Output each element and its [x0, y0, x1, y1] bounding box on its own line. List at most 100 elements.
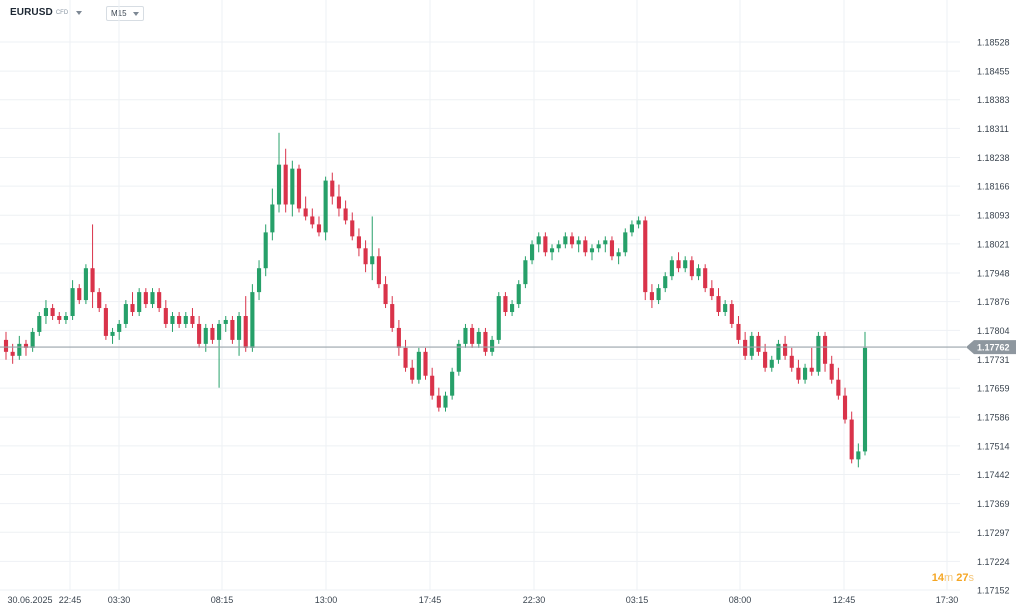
candle — [310, 208, 315, 229]
candle — [197, 316, 202, 348]
candle — [576, 236, 581, 253]
price-tick-label: 1.17731 — [977, 355, 1010, 365]
candle — [516, 280, 521, 309]
price-tick-label: 1.17369 — [977, 499, 1010, 509]
candle — [290, 160, 295, 217]
candle-body — [83, 268, 88, 301]
candle-body — [703, 268, 708, 289]
time-tick-label: 12:45 — [833, 595, 856, 605]
candle-body — [90, 268, 95, 293]
price-tick-label: 1.18383 — [977, 95, 1010, 105]
candle — [736, 316, 741, 344]
candle — [456, 339, 461, 376]
candle-body — [836, 379, 841, 396]
candle — [490, 335, 495, 356]
candle-body — [290, 168, 295, 205]
candle — [862, 331, 868, 456]
candle — [296, 164, 302, 213]
countdown-seconds: 27 — [956, 572, 969, 584]
candle-body — [656, 288, 661, 301]
symbol-selector[interactable]: EURUSD CFD — [10, 7, 83, 18]
candle — [663, 272, 668, 293]
candle-body — [390, 304, 395, 328]
candle — [523, 256, 528, 289]
candle — [283, 148, 288, 213]
candle-body — [563, 236, 568, 245]
candle — [583, 236, 588, 257]
candle-body — [70, 288, 75, 316]
time-tick-label: 08:15 — [211, 595, 234, 605]
candle — [230, 316, 235, 344]
candle — [276, 132, 282, 213]
candle-body — [549, 248, 555, 253]
candle — [103, 304, 108, 340]
candle — [137, 288, 142, 316]
candle-body — [210, 327, 215, 340]
candle — [729, 300, 734, 328]
candle — [236, 312, 242, 356]
countdown-seconds-unit: s — [968, 572, 975, 584]
candle-body — [310, 216, 315, 225]
candle-body — [396, 327, 401, 348]
candle — [809, 347, 814, 376]
candle — [569, 232, 575, 249]
candle-body — [856, 451, 861, 460]
candle — [510, 300, 515, 316]
candle-body — [716, 296, 721, 313]
price-tick-label: 1.18238 — [977, 153, 1010, 163]
candle-body — [789, 355, 794, 368]
candle — [616, 248, 621, 265]
candle-body — [689, 260, 694, 277]
candle-body — [236, 316, 242, 340]
price-tick-label: 1.17876 — [977, 297, 1010, 307]
candle-body — [470, 327, 475, 344]
candle-body — [849, 419, 854, 460]
candle-body — [223, 319, 228, 324]
candle-body — [203, 327, 208, 344]
candle-body — [450, 371, 455, 396]
candle — [656, 284, 661, 305]
candle-body — [756, 335, 761, 352]
candle-body — [296, 168, 302, 209]
candle-body — [177, 316, 182, 324]
candle-body — [490, 339, 495, 352]
candle-body — [3, 339, 9, 352]
candle — [743, 331, 748, 360]
candle-body — [123, 304, 128, 324]
candle-body — [163, 308, 168, 324]
candle — [529, 240, 535, 265]
candle — [842, 387, 848, 424]
candle — [609, 236, 615, 261]
candle-body — [669, 260, 674, 277]
candle — [503, 292, 508, 316]
candle-body — [736, 323, 741, 340]
candle — [696, 264, 701, 281]
candle — [829, 355, 834, 384]
candle-body — [416, 351, 421, 380]
candle — [163, 300, 168, 328]
candle-body — [743, 339, 748, 356]
candle — [496, 292, 501, 344]
candle-body — [829, 363, 834, 380]
candle-body — [250, 292, 255, 348]
price-tick-label: 1.17442 — [977, 470, 1010, 480]
candles — [3, 132, 868, 468]
candle-body — [723, 304, 728, 313]
time-tick-label: 13:00 — [315, 595, 338, 605]
candle-body — [463, 327, 468, 344]
candle-body — [276, 164, 282, 205]
price-axis: 1.18528 1.18455 1.18383 1.18311 1.18238 1.181… — [977, 38, 1010, 596]
candle-body — [696, 268, 701, 277]
candle-body — [649, 292, 654, 301]
candle-body — [776, 343, 781, 360]
candle — [130, 292, 135, 316]
candle-body — [556, 244, 561, 249]
candle — [343, 200, 348, 225]
candle — [536, 232, 541, 253]
current-price-line-layer: 1.17762 — [0, 340, 1016, 355]
chevron-down-icon — [76, 10, 83, 15]
candle-body — [30, 331, 35, 348]
candle — [30, 327, 35, 352]
candle-body — [117, 323, 122, 332]
